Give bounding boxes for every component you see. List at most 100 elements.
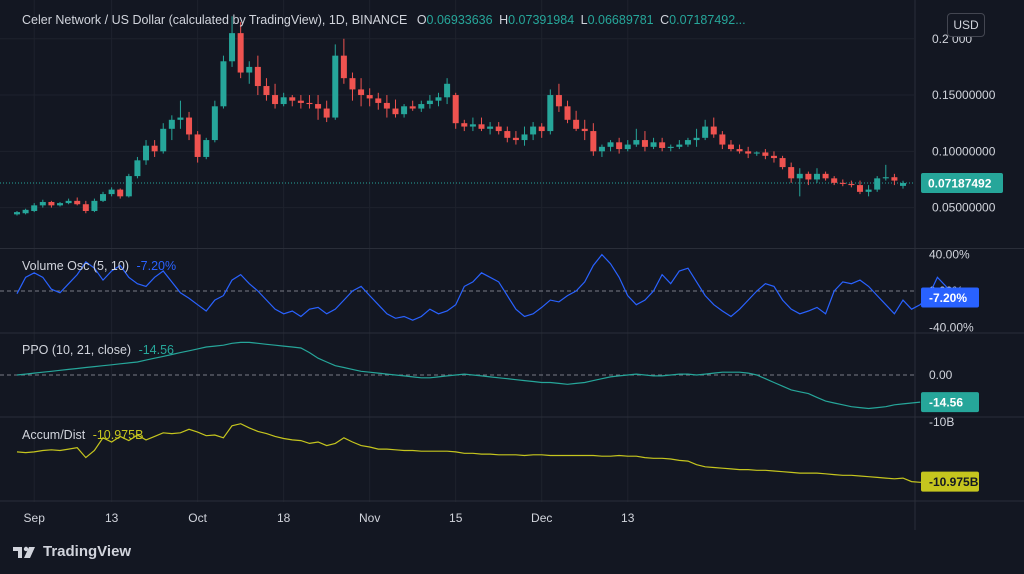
candle-body [590, 131, 597, 152]
candle-body [504, 131, 511, 138]
candle-body [770, 155, 777, 159]
candle-body [641, 140, 648, 147]
candle-body [839, 182, 846, 184]
candle-body [14, 212, 20, 215]
candle-body [332, 55, 339, 118]
ppo-legend: PPO (10, 21, close) -14.56 [22, 343, 174, 357]
candle-body [254, 66, 261, 87]
accum-dist-value: -10.975B [92, 428, 144, 442]
candle-body [358, 89, 365, 96]
tradingview-logo-icon [13, 546, 35, 558]
candle-body [31, 205, 38, 211]
open-label: O [416, 13, 427, 27]
symbol-title: Celer Network / US Dollar (calculated by… [22, 13, 408, 27]
candle-body [375, 98, 382, 103]
accum-dist-legend: Accum/Dist -10.975B [22, 428, 143, 442]
candle-body [461, 123, 468, 127]
candle-body [409, 106, 416, 109]
candle-body [211, 106, 218, 141]
candle-body [289, 97, 296, 101]
high-label: H [499, 13, 509, 27]
candle-body [512, 137, 519, 141]
candle-body [624, 144, 631, 150]
candle-body [813, 173, 820, 180]
price-axis-tick-label: 0.05000000 [932, 201, 996, 215]
last-price-label: 0.07187492 [928, 176, 992, 190]
candle-body [366, 95, 373, 99]
candle-body [616, 142, 623, 150]
candle-body [117, 189, 124, 197]
currency-button[interactable]: USD [947, 13, 985, 37]
candle-body [796, 173, 803, 179]
indicator-series-line [16, 341, 921, 410]
time-axis-label: Dec [531, 511, 552, 525]
candle-body [186, 117, 193, 135]
candle-body [22, 209, 29, 214]
candle-body [306, 102, 313, 105]
candle-body [900, 182, 906, 186]
time-axis-label: Oct [188, 511, 207, 525]
time-axis-label: Nov [359, 511, 380, 525]
open-value: 0.06933636 [426, 13, 493, 27]
candle-body [753, 152, 760, 154]
candle-body [160, 128, 167, 152]
indicator-last-value-label: -7.20% [929, 291, 967, 305]
indicator-axis-tick-label: -40.00% [929, 320, 974, 334]
price-legend: Celer Network / US Dollar (calculated by… [22, 13, 746, 27]
candle-body [788, 167, 795, 179]
candle-body [426, 100, 433, 105]
candle-body [134, 160, 141, 177]
candle-body [693, 137, 700, 141]
candle-body [607, 142, 614, 147]
candle-body [659, 142, 666, 148]
candle-body [168, 119, 175, 129]
candle-body [874, 178, 881, 190]
ppo-value: -14.56 [138, 343, 175, 357]
volume-osc-name: Volume Osc (5, 10) [22, 259, 129, 273]
candle-body [564, 106, 571, 120]
candle-body [100, 194, 107, 201]
indicator-series-line [16, 423, 929, 483]
volume-osc-legend: Volume Osc (5, 10) -7.20% [22, 259, 176, 273]
candle-body [57, 203, 64, 206]
candle-body [435, 97, 442, 101]
candle-body [143, 145, 150, 161]
candle-body [487, 126, 494, 129]
candle-body [555, 95, 562, 107]
candle-body [108, 189, 115, 195]
candle-body [598, 146, 605, 152]
candle-body [848, 183, 855, 186]
candle-body [297, 100, 304, 103]
candle-body [229, 33, 236, 62]
candle-body [676, 144, 683, 147]
candle-body [805, 173, 812, 180]
candle-body [684, 140, 691, 145]
indicator-last-value-label: -10.975B [929, 475, 979, 489]
candle-body [831, 178, 838, 183]
candle-body [280, 97, 287, 105]
candle-body [452, 95, 459, 124]
candle-body [650, 142, 657, 147]
candle-body [151, 145, 158, 152]
candle-body [710, 126, 717, 135]
candle-body [74, 200, 81, 205]
candle-body [272, 95, 279, 105]
candle-body [323, 108, 330, 118]
close-label: C [660, 13, 670, 27]
candle-body [495, 126, 502, 132]
candle-body [315, 104, 322, 109]
time-axis-label: 13 [105, 511, 119, 525]
candle-body [444, 83, 451, 98]
price-axis-tick-label: 0.15000000 [932, 88, 996, 102]
candle-body [736, 149, 743, 152]
candle-body [177, 117, 184, 120]
candle-body [237, 33, 244, 73]
indicator-axis-tick-label: 40.00% [929, 248, 970, 262]
close-value: 0.07187492... [669, 13, 746, 27]
volume-osc-value: -7.20% [136, 259, 177, 273]
candle-body [246, 66, 253, 73]
candle-body [856, 185, 863, 192]
candle-body [340, 55, 347, 79]
candle-body [581, 128, 588, 132]
